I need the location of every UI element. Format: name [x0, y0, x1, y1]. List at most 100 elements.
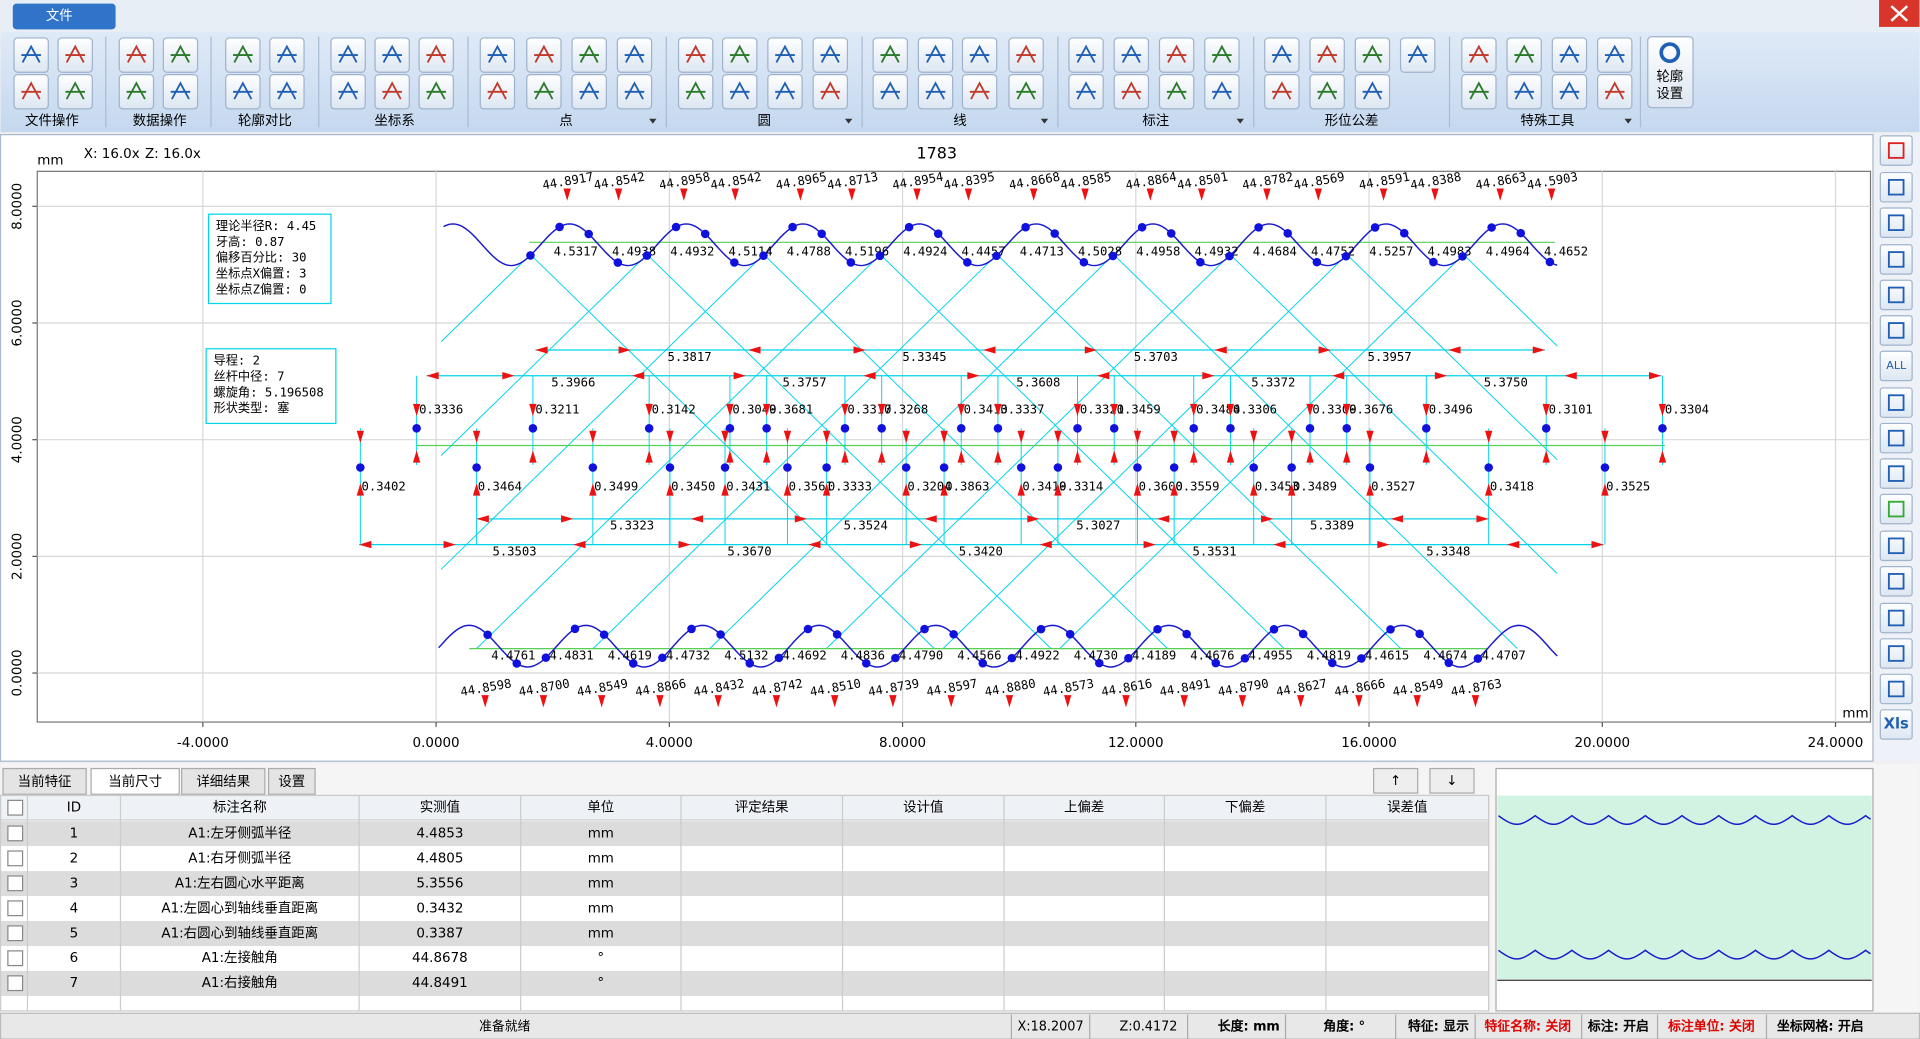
tab-label[interactable]: 设置: [278, 774, 305, 790]
sidebar-icon: [1887, 680, 1905, 698]
point: [783, 463, 792, 472]
arrow-head: [1273, 540, 1286, 549]
sidebar-button[interactable]: [1879, 493, 1913, 525]
dropdown-arrow[interactable]: [1236, 118, 1244, 124]
column-header: 设计值: [903, 800, 943, 816]
tool-icon: [1559, 44, 1580, 63]
arrow-head: [589, 430, 597, 444]
point: [949, 629, 958, 639]
pitch-label: 5.3345: [902, 350, 946, 364]
tab-label[interactable]: 当前特征: [18, 773, 72, 790]
toolbar-group-label: 轮廓对比: [238, 112, 292, 129]
nav-label[interactable]: ↑: [1390, 774, 1401, 789]
profile-settings-button[interactable]: [1647, 36, 1694, 109]
pitch-label: 5.3670: [727, 544, 771, 558]
checkbox[interactable]: [7, 875, 24, 892]
arrow-head: [680, 188, 688, 201]
sidebar-button[interactable]: [1879, 315, 1913, 346]
point: [1240, 654, 1250, 663]
offset-label: 0.3204: [907, 480, 951, 494]
tool-icon: [624, 81, 645, 100]
file-tab-label[interactable]: 文件: [46, 8, 73, 24]
dropdown-arrow[interactable]: [649, 118, 657, 124]
arrow-head: [1097, 372, 1110, 380]
sidebar-button[interactable]: [1879, 387, 1913, 418]
point: [541, 653, 551, 662]
arrow-head: [1214, 346, 1227, 354]
offset-label: 0.3333: [828, 480, 872, 494]
tab-label[interactable]: 当前尺寸: [108, 773, 162, 790]
nav-label[interactable]: ↓: [1446, 774, 1457, 789]
sidebar-button[interactable]: [1879, 709, 1913, 740]
point: [1079, 257, 1089, 267]
arrow-head: [1263, 188, 1271, 201]
dropdown-arrow[interactable]: [1040, 118, 1049, 124]
tool-icon: [534, 81, 554, 100]
sidebar-icon: [1887, 214, 1905, 231]
sidebar-button[interactable]: [1879, 530, 1913, 562]
sidebar-button[interactable]: [1879, 422, 1913, 454]
point: [1429, 257, 1438, 267]
nav-button[interactable]: [1373, 767, 1419, 794]
bottom-radius-labels: 4.4619: [608, 648, 652, 662]
column-header: 评定结果: [735, 800, 789, 816]
tool-icon: [775, 44, 795, 63]
preview-area: [1497, 795, 1872, 980]
arrow-head: [726, 450, 734, 463]
checkbox[interactable]: [7, 975, 24, 992]
point: [1108, 251, 1118, 261]
nav-button[interactable]: [1429, 767, 1475, 794]
arrow-head: [1377, 540, 1390, 549]
x-tick-label: -4.0000: [177, 736, 229, 751]
tab[interactable]: [90, 767, 180, 795]
tab[interactable]: [181, 767, 266, 795]
tool-icon: [1076, 81, 1096, 100]
checkbox[interactable]: [7, 850, 24, 867]
point: [1050, 229, 1060, 238]
checkbox[interactable]: [7, 925, 24, 942]
sidebar-button[interactable]: [1879, 244, 1913, 275]
arrow-head: [1542, 403, 1550, 417]
table-cell: A1:左牙侧弧半径: [188, 825, 291, 841]
checkbox[interactable]: [7, 825, 24, 842]
dropdown-arrow[interactable]: [844, 118, 853, 124]
arrow-head: [472, 483, 481, 496]
toolbar-group-label: 文件操作: [25, 113, 79, 129]
file-tab[interactable]: [12, 3, 116, 30]
tool-icon: [1212, 81, 1232, 100]
offset-label: 0.3681: [769, 402, 813, 416]
construction-line: [879, 254, 1285, 649]
tab[interactable]: [2, 767, 87, 795]
sidebar-button[interactable]: [1879, 171, 1913, 203]
dropdown-arrow[interactable]: [1624, 118, 1632, 124]
sidebar-button[interactable]: [1879, 135, 1913, 166]
pitch-label: 5.3420: [959, 544, 1003, 558]
checkbox[interactable]: [7, 950, 24, 967]
sidebar-button[interactable]: [1879, 638, 1913, 669]
profile-settings-label[interactable]: 轮廓: [1656, 68, 1683, 85]
profile-settings-label[interactable]: 设置: [1656, 86, 1683, 102]
checkbox[interactable]: [7, 799, 24, 816]
sidebar-button[interactable]: [1879, 207, 1913, 239]
tab[interactable]: [267, 767, 316, 795]
info-line: 理论半径R: 4.45: [216, 219, 316, 233]
offset-label: 0.3527: [1371, 480, 1415, 494]
sidebar-button[interactable]: [1879, 458, 1913, 489]
checkbox[interactable]: [7, 900, 24, 917]
sidebar-button[interactable]: [1879, 279, 1913, 311]
x-tick-label: 12.0000: [1108, 736, 1164, 751]
pitch-label: 5.3027: [1076, 519, 1120, 533]
tab-label[interactable]: 详细结果: [196, 774, 250, 790]
sidebar-label[interactable]: ALL: [1886, 359, 1907, 372]
sidebar-button[interactable]: [1879, 673, 1913, 705]
table-cell: mm: [588, 851, 614, 866]
sidebar-label[interactable]: Xls: [1884, 715, 1909, 732]
table-cell: A1:右牙侧弧半径: [188, 850, 291, 866]
point: [644, 424, 654, 433]
sidebar-button[interactable]: [1879, 566, 1913, 597]
sidebar-button[interactable]: [1879, 602, 1913, 634]
sidebar-button[interactable]: [1879, 350, 1913, 382]
arrow-head: [878, 450, 886, 463]
table-cell: °: [597, 951, 604, 966]
tool-icon: [233, 81, 253, 100]
